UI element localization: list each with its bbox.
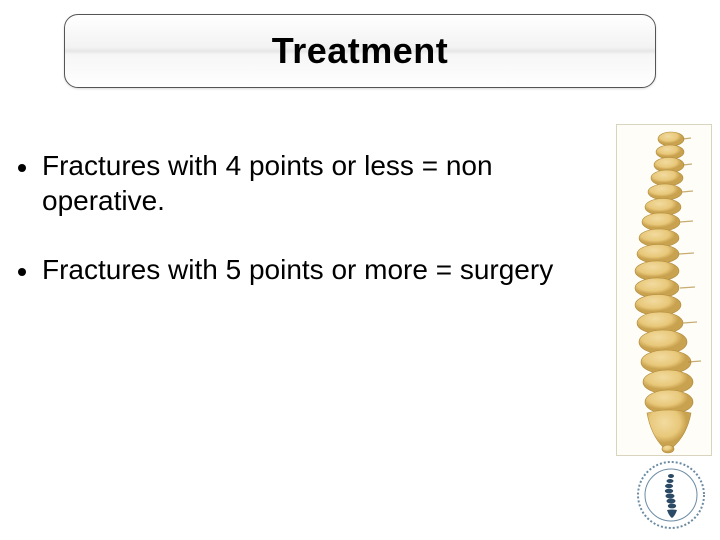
bullet-list: Fractures with 4 points or less = non op… [18, 148, 578, 321]
title-container: Treatment [64, 14, 656, 88]
list-item: Fractures with 4 points or less = non op… [18, 148, 578, 218]
spine-svg [617, 125, 712, 456]
bullet-text: Fractures with 5 points or more = surger… [42, 252, 553, 287]
slide-title: Treatment [272, 30, 449, 72]
bullet-icon [18, 164, 26, 172]
list-item: Fractures with 5 points or more = surger… [18, 252, 578, 287]
society-logo [636, 460, 706, 530]
bullet-text: Fractures with 4 points or less = non op… [42, 148, 578, 218]
bullet-icon [18, 268, 26, 276]
logo-svg [636, 460, 706, 530]
spine-illustration [616, 124, 712, 456]
